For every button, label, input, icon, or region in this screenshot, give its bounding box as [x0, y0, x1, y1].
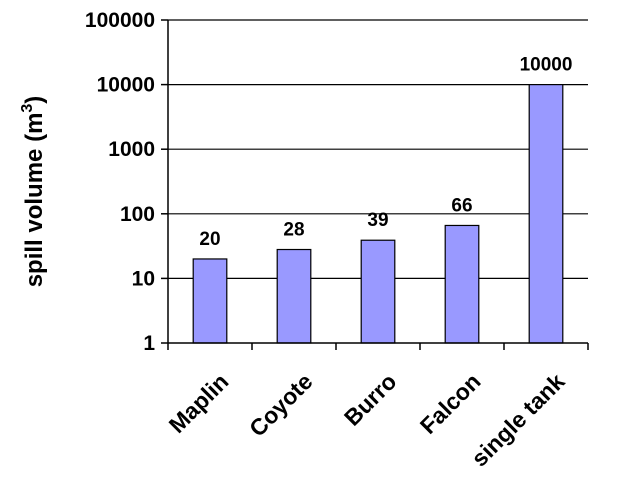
- category-label: Burro: [339, 368, 402, 431]
- y-axis-title-close: ): [21, 96, 48, 104]
- category-label: Falcon: [415, 368, 486, 439]
- y-axis-title-superscript: 3: [19, 104, 36, 113]
- data-label: 10000: [520, 55, 573, 76]
- data-label: 20: [199, 229, 220, 250]
- data-label: 66: [451, 195, 472, 216]
- y-tick-label: 1: [143, 332, 155, 355]
- category-label: Coyote: [244, 368, 318, 442]
- y-tick-label: 100: [120, 203, 155, 226]
- bar: [444, 224, 480, 344]
- bar: [192, 258, 228, 344]
- category-label: Maplin: [164, 368, 234, 438]
- bar: [276, 248, 312, 344]
- data-label: 39: [367, 210, 388, 231]
- y-tick-label: 10000: [97, 74, 155, 97]
- y-tick-labels: 1 10 100 1000 10000 100000: [85, 9, 155, 355]
- y-tick-label: 1000: [108, 138, 155, 161]
- bars: [192, 83, 564, 344]
- bar: [360, 239, 396, 344]
- data-labels: 20 28 39 66 10000: [199, 55, 572, 250]
- y-tick-label: 10: [132, 267, 155, 290]
- y-axis-title-text: spill volume (m: [21, 113, 48, 288]
- data-label: 28: [283, 220, 304, 241]
- axes: [161, 19, 589, 350]
- bar: [528, 83, 564, 344]
- gridlines: [168, 19, 588, 279]
- y-tick-label: 100000: [85, 9, 155, 32]
- y-axis-title: spill volume (m3): [19, 96, 48, 288]
